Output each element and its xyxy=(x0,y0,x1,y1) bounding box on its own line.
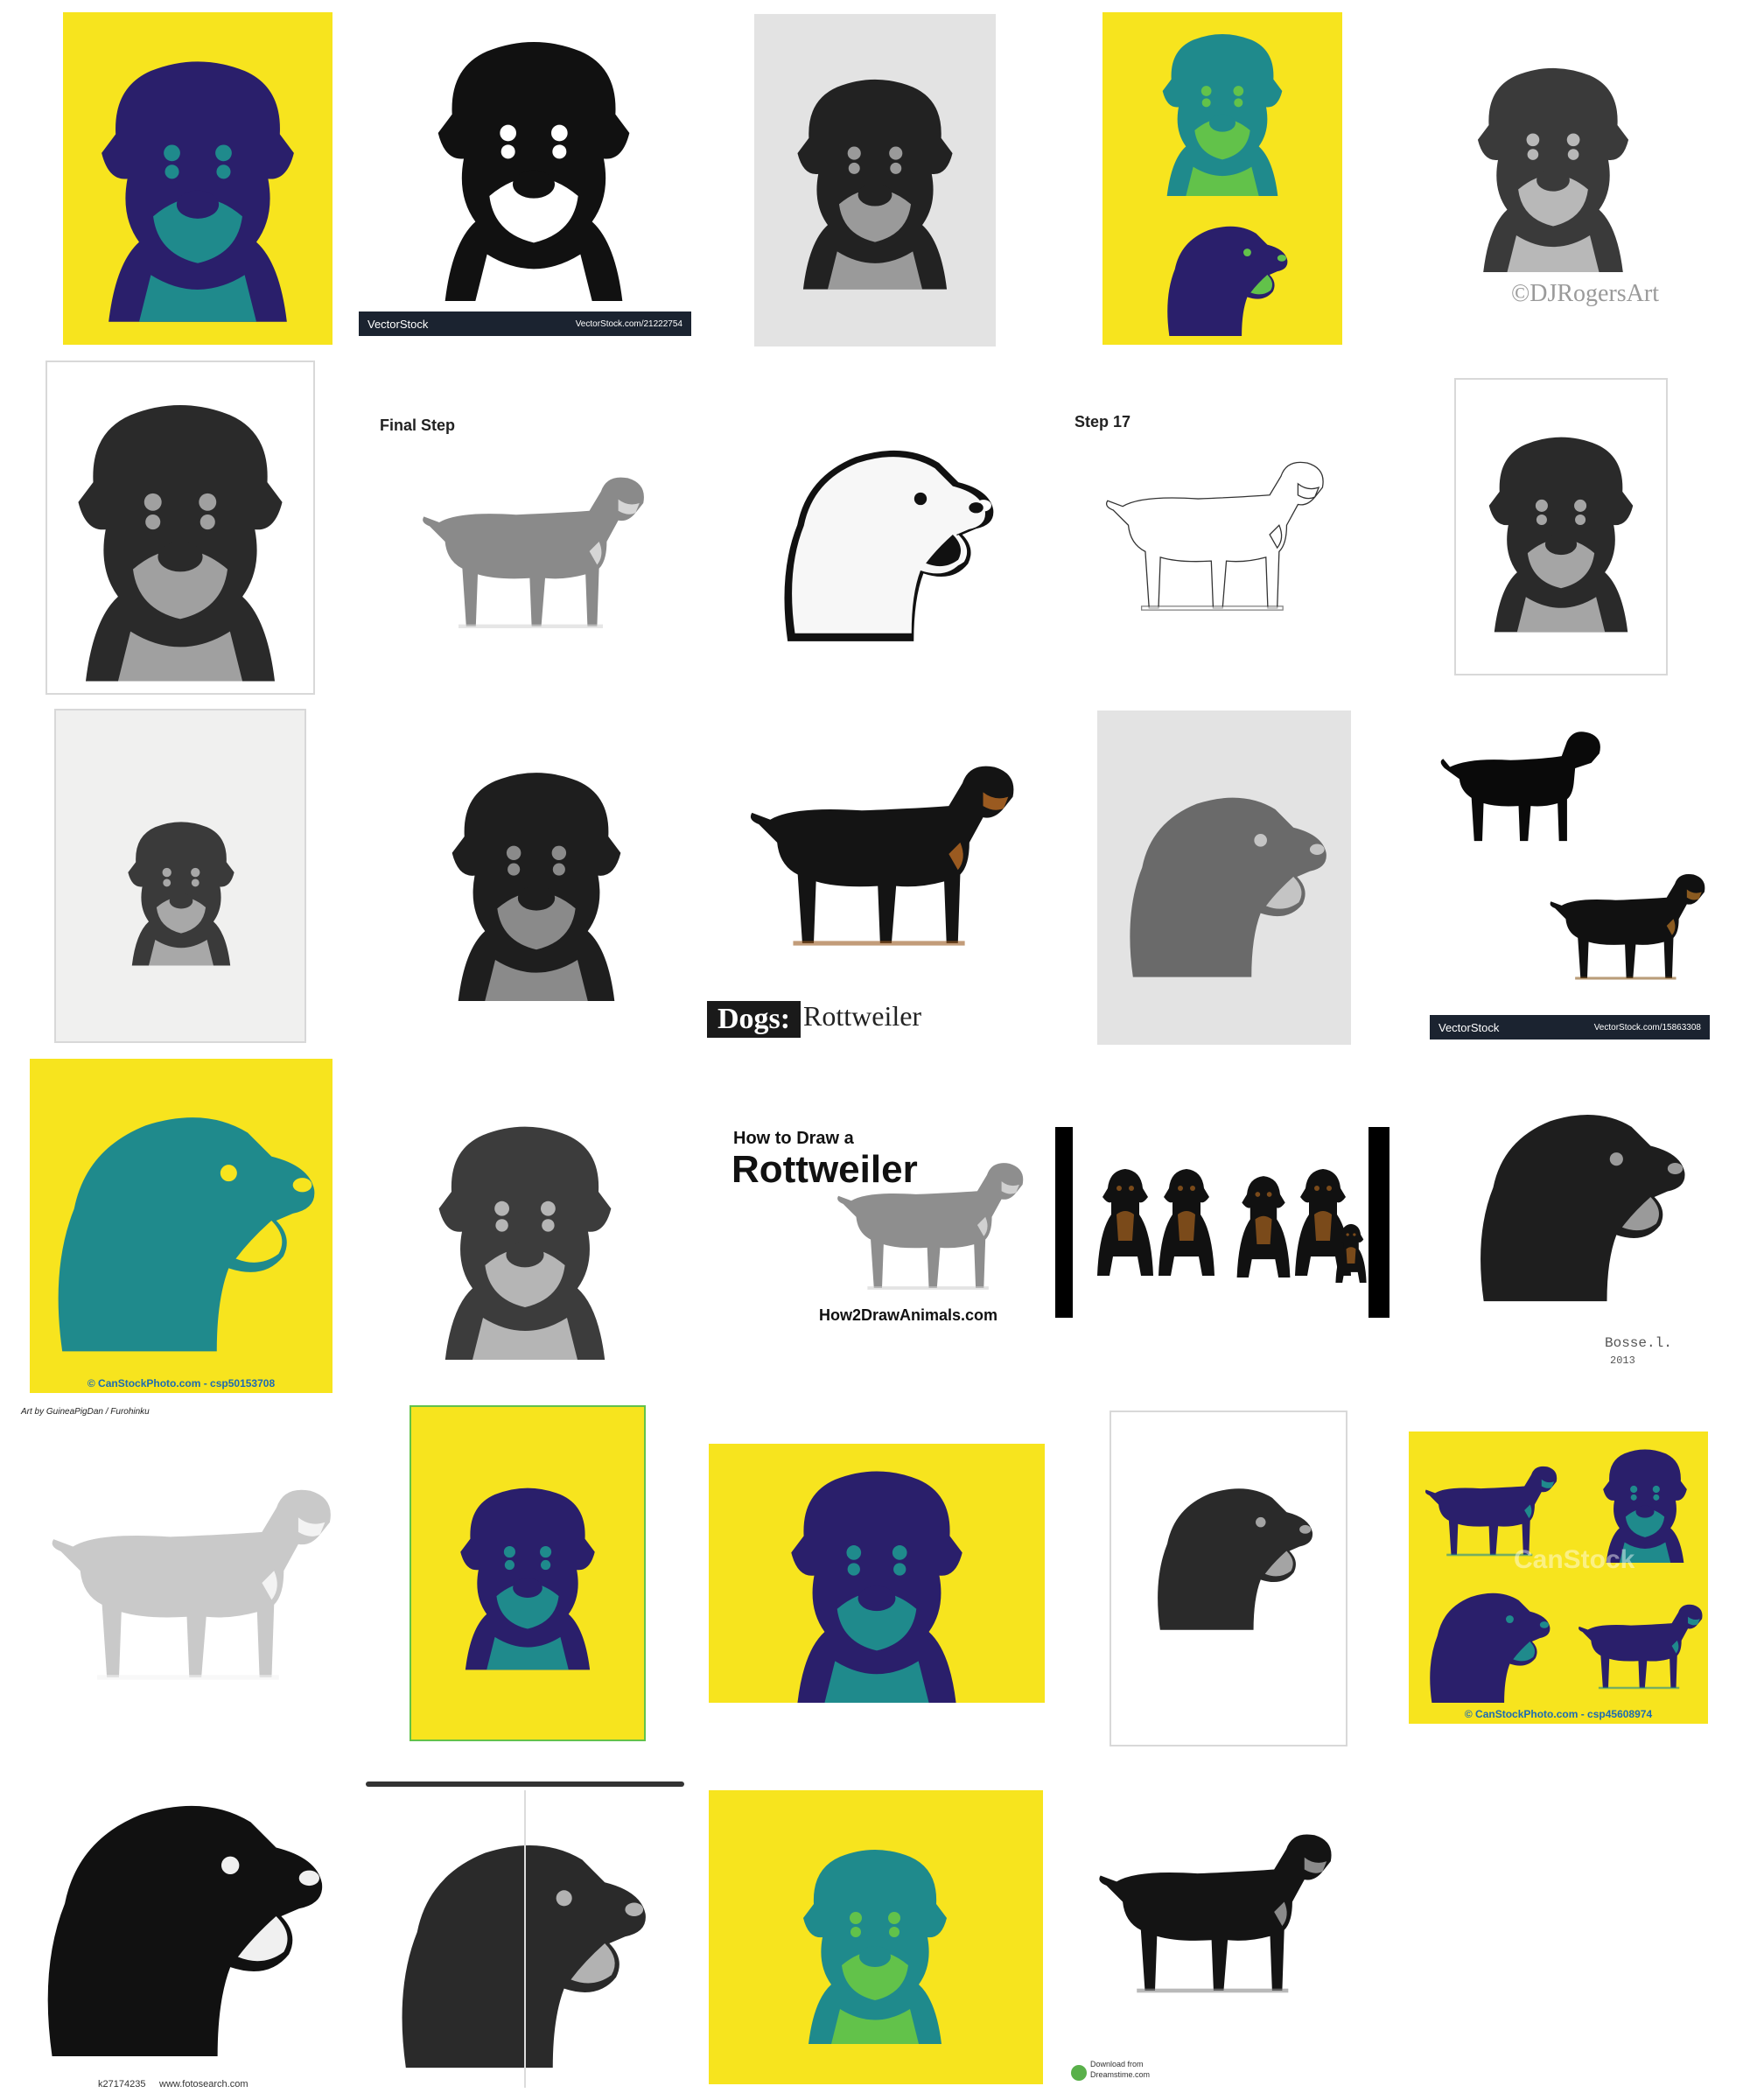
final-step-label: Final Step xyxy=(380,416,456,434)
image-tile-25[interactable]: CanStock © CanStockPhoto.com - csp456089… xyxy=(1409,1432,1708,1724)
image-tile-16[interactable]: © CanStockPhoto.com - csp50153708 xyxy=(30,1059,332,1393)
dogs-breed-label: Rottweiler xyxy=(803,1000,922,1032)
image-tile-10[interactable] xyxy=(1454,378,1668,676)
rottweiler-profile-icon xyxy=(58,1117,315,1352)
canstock-credit: © CanStockPhoto.com - csp50153708 xyxy=(87,1377,276,1390)
image-tile-29[interactable]: Download from Dreamstime.com xyxy=(1068,1776,1365,2091)
rottweiler-profile-icon xyxy=(402,1790,646,2088)
image-tile-20[interactable]: Bosse.l. 2013 xyxy=(1456,1066,1701,1391)
rottweiler-portrait-icon xyxy=(452,773,621,1001)
step-17-label: Step 17 xyxy=(1074,413,1131,430)
canstock-credit: © CanStockPhoto.com - csp45608974 xyxy=(1464,1708,1653,1720)
rottweiler-portrait-icon xyxy=(102,61,294,322)
image-tile-6[interactable] xyxy=(46,360,315,695)
rottweiler-profile-icon xyxy=(1130,797,1326,977)
bosse-year: 2013 xyxy=(1610,1354,1635,1367)
curtain-rod xyxy=(366,1782,684,1787)
rottweiler-portrait-icon xyxy=(438,42,630,301)
rottweiler-portrait-icon xyxy=(791,1471,962,1703)
image-tile-9[interactable]: Step 17 xyxy=(1068,408,1339,644)
image-tile-7[interactable]: Final Step xyxy=(373,402,670,656)
image-tile-5[interactable]: ©DJRogersArt xyxy=(1444,26,1662,324)
bosse-signature: Bosse.l. xyxy=(1605,1335,1672,1351)
vectorstock-bar: VectorStock VectorStock.com/15863308 xyxy=(1430,1015,1710,1040)
rottweiler-standing-icon xyxy=(1099,1834,1332,1993)
vectorstock-id: VectorStock.com/15863308 xyxy=(1593,1022,1701,1032)
dogs-label: Dogs: xyxy=(707,1001,802,1038)
dogs-prefix: Dogs: xyxy=(718,1003,791,1035)
rottweiler-portrait-icon xyxy=(803,1850,947,2044)
rottweiler-silhouette-icon xyxy=(1440,732,1705,980)
image-tile-18[interactable]: How to Draw a Rottweiler How2DrawAnimals… xyxy=(723,1120,1029,1330)
image-tile-23[interactable] xyxy=(709,1444,1045,1703)
rottweiler-portrait-icon xyxy=(1488,437,1634,633)
rottweiler-portrait-icon xyxy=(128,822,234,966)
dreamstime-logo-icon xyxy=(1071,2065,1087,2081)
image-tile-19[interactable] xyxy=(1055,1127,1390,1318)
dreamstime-site: Dreamstime.com xyxy=(1090,2070,1151,2079)
rottweiler-standing-icon xyxy=(52,1489,331,1680)
rottweiler-profile-icon xyxy=(47,1805,323,2056)
rottweiler-portrait-icon xyxy=(78,404,283,682)
image-tile-1[interactable] xyxy=(63,12,332,345)
fotosearch-site: www.fotosearch.com xyxy=(159,2079,248,2090)
rottweiler-group-icon xyxy=(1424,1449,1703,1703)
rottweiler-standing-icon xyxy=(837,1163,1024,1290)
rottweiler-portrait-icon xyxy=(1162,34,1288,336)
rottweiler-standing-icon xyxy=(750,766,1014,946)
image-tile-22[interactable] xyxy=(410,1405,646,1741)
image-tile-3[interactable] xyxy=(754,14,996,346)
fotosearch-id: k27174235 xyxy=(98,2079,146,2090)
how-to-draw-label: How to Draw a xyxy=(733,1129,854,1148)
image-tile-2[interactable]: VectorStock VectorStock.com/21222754 xyxy=(359,12,691,336)
image-tile-4[interactable] xyxy=(1102,12,1342,345)
image-tile-24[interactable] xyxy=(1110,1410,1348,1746)
vectorstock-brand: VectorStock xyxy=(368,317,429,331)
rottweiler-profile-icon xyxy=(784,450,994,641)
canstock-watermark: CanStock xyxy=(1514,1545,1635,1574)
rottweiler-portrait-icon xyxy=(1477,67,1629,273)
rottweiler-group-icon xyxy=(1097,1169,1367,1283)
image-tile-21[interactable]: Art by GuineaPigDan / Furohinku xyxy=(16,1404,341,1736)
image-tile-28[interactable] xyxy=(709,1790,1043,2084)
dreamstime-download: Download from xyxy=(1090,2060,1144,2068)
how-to-draw-breed: Rottweiler xyxy=(732,1148,918,1191)
vectorstock-bar: VectorStock VectorStock.com/21222754 xyxy=(359,312,691,336)
vectorstock-brand: VectorStock xyxy=(1438,1020,1500,1034)
image-tile-11[interactable] xyxy=(54,709,306,1043)
rottweiler-standing-icon xyxy=(1105,461,1324,611)
art-by-credit: Art by GuineaPigDan / Furohinku xyxy=(21,1407,150,1417)
rottweiler-profile-icon xyxy=(1158,1488,1313,1630)
rottweiler-portrait-icon xyxy=(797,79,953,290)
image-tile-8[interactable] xyxy=(760,408,1010,662)
left-black-bar xyxy=(1055,1127,1073,1318)
image-tile-17[interactable] xyxy=(411,1085,639,1382)
image-tile-27[interactable] xyxy=(366,1782,684,2093)
rottweiler-standing-icon xyxy=(423,477,644,628)
image-tile-13[interactable]: Dogs: Rottweiler xyxy=(707,714,1031,1043)
image-tile-12[interactable] xyxy=(411,746,662,1010)
rottweiler-portrait-icon xyxy=(460,1488,595,1670)
image-tile-26[interactable]: k27174235 www.fotosearch.com xyxy=(19,1776,340,2095)
vectorstock-id: VectorStock.com/21222754 xyxy=(575,318,682,329)
image-tile-14[interactable] xyxy=(1097,710,1351,1045)
right-black-bar xyxy=(1368,1127,1390,1318)
rottweiler-portrait-icon xyxy=(438,1126,612,1360)
djrogers-watermark: ©DJRogersArt xyxy=(1510,280,1659,307)
image-tile-15[interactable]: VectorStock VectorStock.com/15863308 xyxy=(1430,707,1710,1040)
how2draw-site: How2DrawAnimals.com xyxy=(819,1306,998,1324)
